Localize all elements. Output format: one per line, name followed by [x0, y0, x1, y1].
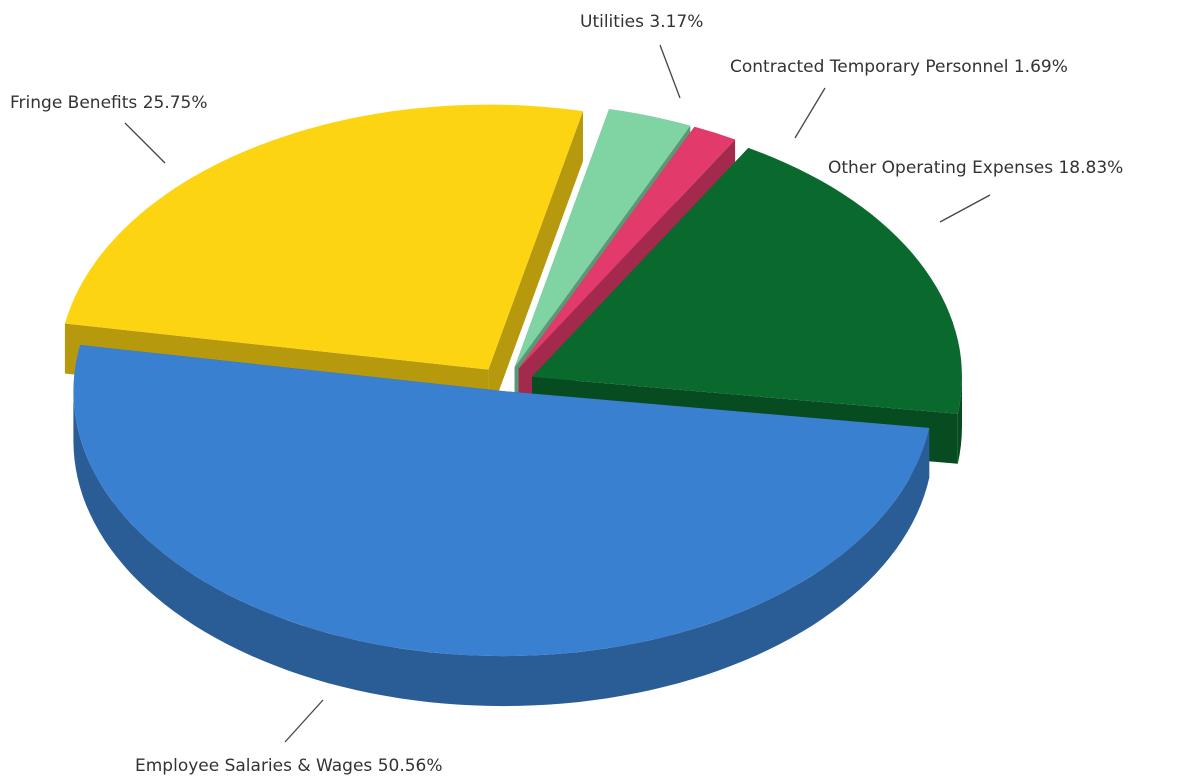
slice — [514, 109, 691, 368]
value-label: 25.75% — [143, 93, 208, 113]
leader-line — [939, 194, 991, 223]
slice-label: Employee Salaries & Wages 50.56% — [135, 756, 443, 776]
slice — [518, 126, 736, 369]
leader-line — [659, 44, 681, 99]
leader-line — [124, 122, 166, 164]
slice-label: Utilities 3.17% — [580, 12, 703, 32]
category-name: Contracted Temporary Personnel — [730, 57, 1008, 77]
value-label: 3.17% — [649, 12, 703, 32]
leader-line — [794, 87, 826, 139]
slice-label: Contracted Temporary Personnel 1.69% — [730, 57, 1068, 77]
leader-line — [284, 699, 324, 743]
value-label: 1.69% — [1014, 57, 1068, 77]
category-name: Utilities — [580, 12, 644, 32]
category-name: Fringe Benefits — [10, 93, 137, 113]
slice — [73, 345, 930, 657]
value-label: 50.56% — [378, 756, 443, 776]
slice-wall — [957, 376, 962, 464]
category-name: Employee Salaries & Wages — [135, 756, 372, 776]
value-label: 18.83% — [1058, 158, 1123, 178]
slice-wall — [73, 391, 930, 707]
slice-side — [488, 111, 583, 420]
slice-label: Other Operating Expenses 18.83% — [828, 158, 1123, 178]
category-name: Other Operating Expenses — [828, 158, 1053, 178]
slice — [64, 104, 583, 370]
slice — [532, 147, 962, 414]
slice-label: Fringe Benefits 25.75% — [10, 93, 208, 113]
